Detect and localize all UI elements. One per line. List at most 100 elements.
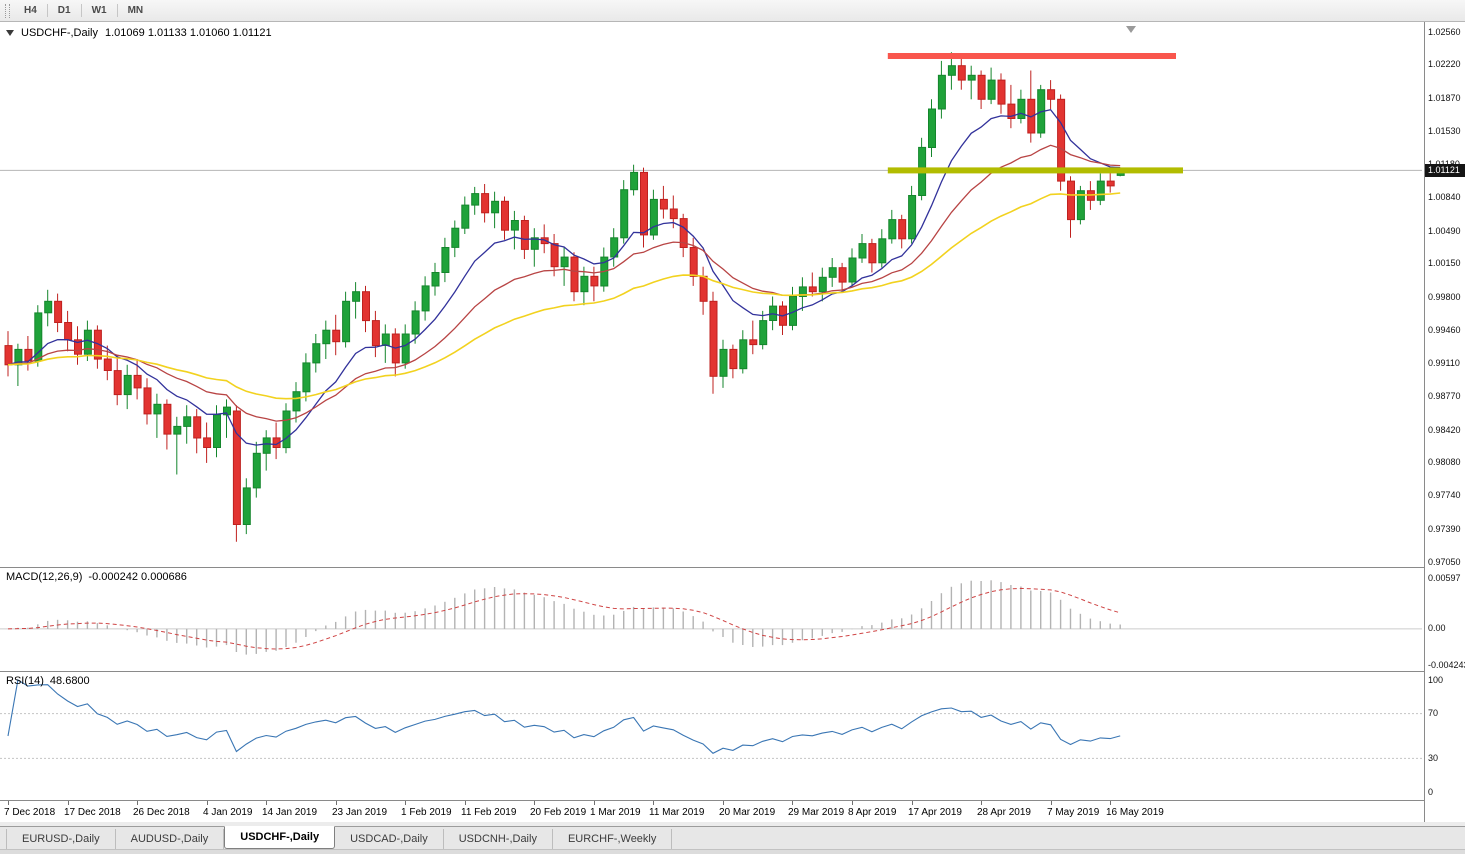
ma-22-line bbox=[7, 144, 1121, 422]
time-scale-tick bbox=[534, 801, 535, 805]
time-scale-tick bbox=[981, 801, 982, 805]
panel-divider bbox=[0, 800, 1465, 801]
macd-label: MACD(12,26,9) -0.000242 0.000686 bbox=[6, 571, 187, 583]
rsi-value: 48.6800 bbox=[49, 675, 90, 687]
tab-usdcad-daily[interactable]: USDCAD-,Daily bbox=[335, 829, 444, 849]
toolbar-separator bbox=[80, 4, 82, 17]
date-label: 20 Feb 2019 bbox=[530, 807, 587, 818]
toolbar-grip[interactable] bbox=[5, 3, 10, 18]
macd-name: MACD(12,26,9) bbox=[6, 571, 83, 583]
date-label: 14 Jan 2019 bbox=[262, 807, 318, 818]
toolbar-separator bbox=[116, 4, 118, 17]
timeframe-mn-button[interactable]: MN bbox=[120, 3, 152, 18]
macd-panel: MACD(12,26,9) -0.000242 0.000686 bbox=[0, 568, 1424, 671]
date-label: 8 Apr 2019 bbox=[848, 807, 897, 818]
chart-menu-arrow-icon[interactable] bbox=[6, 30, 14, 36]
rsi-panel: RSI(14) 48.6800 bbox=[0, 672, 1424, 800]
date-label: 11 Mar 2019 bbox=[649, 807, 705, 818]
chart-shift-marker-icon bbox=[1126, 26, 1136, 33]
price-scale-label: 0.99800 bbox=[1428, 291, 1461, 302]
price-scale-label: 1.01870 bbox=[1428, 92, 1461, 103]
price-scale-label: 0.97740 bbox=[1428, 490, 1461, 501]
timeframe-d1-button[interactable]: D1 bbox=[50, 3, 79, 18]
price-scale-label: 0.98420 bbox=[1428, 424, 1461, 435]
panel-divider[interactable] bbox=[0, 567, 1465, 568]
time-scale-tick bbox=[336, 801, 337, 805]
price-scale-label: 1.02220 bbox=[1428, 59, 1461, 70]
rsi-scale-label: 30 bbox=[1428, 752, 1439, 763]
timeframe-h4-button[interactable]: H4 bbox=[16, 3, 45, 18]
date-label: 26 Dec 2018 bbox=[133, 807, 190, 818]
time-scale-tick bbox=[723, 801, 724, 805]
time-scale-tick bbox=[792, 801, 793, 805]
price-scale[interactable]: 1.025601.022201.018701.015301.011801.008… bbox=[1424, 22, 1465, 822]
tab-audusd-daily[interactable]: AUDUSD-,Daily bbox=[116, 829, 225, 849]
time-scale-tick bbox=[912, 801, 913, 805]
date-label: 17 Apr 2019 bbox=[908, 807, 962, 818]
ma-10-line bbox=[7, 108, 1121, 446]
date-label: 1 Feb 2019 bbox=[401, 807, 452, 818]
rsi-chart[interactable] bbox=[0, 672, 1424, 800]
rsi-scale-label: 0 bbox=[1428, 786, 1434, 797]
date-label: 7 Dec 2018 bbox=[4, 807, 56, 818]
date-label: 29 Mar 2019 bbox=[788, 807, 845, 818]
price-scale-label: 1.01530 bbox=[1428, 125, 1461, 136]
date-label: 28 Apr 2019 bbox=[977, 807, 1031, 818]
time-scale-tick bbox=[137, 801, 138, 805]
date-label: 7 May 2019 bbox=[1047, 807, 1100, 818]
timeframe-toolbar: H4 D1 W1 MN bbox=[0, 0, 1465, 22]
time-scale-tick bbox=[1110, 801, 1111, 805]
price-scale-label: 0.98770 bbox=[1428, 391, 1461, 402]
main-price-panel: USDCHF-,Daily 1.01069 1.01133 1.01060 1.… bbox=[0, 22, 1424, 567]
date-label: 17 Dec 2018 bbox=[64, 807, 121, 818]
support-line bbox=[887, 167, 1183, 174]
timeframe-w1-button[interactable]: W1 bbox=[84, 3, 115, 18]
chart-tabbar: EURUSD-,Daily AUDUSD-,Daily USDCHF-,Dail… bbox=[0, 826, 1465, 849]
chart-title: USDCHF-,Daily 1.01069 1.01133 1.01060 1.… bbox=[6, 27, 272, 39]
date-label: 1 Mar 2019 bbox=[590, 807, 641, 818]
date-label: 20 Mar 2019 bbox=[719, 807, 776, 818]
price-scale-label: 1.00150 bbox=[1428, 258, 1461, 269]
price-scale-label: 0.99110 bbox=[1428, 358, 1460, 369]
time-scale-tick bbox=[465, 801, 466, 805]
time-scale-tick bbox=[594, 801, 595, 805]
rsi-line bbox=[7, 679, 1121, 754]
chart-window: USDCHF-,Daily 1.01069 1.01133 1.01060 1.… bbox=[0, 22, 1465, 822]
price-scale-label: 1.02560 bbox=[1428, 26, 1461, 37]
resistance-line bbox=[887, 53, 1176, 59]
tab-usdcnh-daily[interactable]: USDCNH-,Daily bbox=[444, 829, 553, 849]
date-label: 11 Feb 2019 bbox=[461, 807, 517, 818]
current-price-badge: 1.01121 bbox=[1425, 163, 1465, 177]
rsi-scale-label: 100 bbox=[1428, 674, 1444, 685]
panel-divider[interactable] bbox=[0, 671, 1465, 672]
macd-signal-line bbox=[7, 587, 1121, 650]
date-label: 4 Jan 2019 bbox=[203, 807, 253, 818]
macd-scale-label: 0.00597 bbox=[1428, 572, 1461, 583]
ma-45-line bbox=[7, 192, 1121, 400]
time-scale-tick bbox=[8, 801, 9, 805]
candlestick-chart[interactable] bbox=[0, 22, 1424, 567]
macd-values: -0.000242 0.000686 bbox=[88, 571, 187, 583]
tab-usdchf-daily[interactable]: USDCHF-,Daily bbox=[224, 826, 336, 849]
tab-eurchf-weekly[interactable]: EURCHF-,Weekly bbox=[553, 829, 673, 849]
ohlc-values: 1.01069 1.01133 1.01060 1.01121 bbox=[105, 27, 272, 39]
price-scale-label: 0.98080 bbox=[1428, 457, 1461, 468]
price-scale-label: 1.00840 bbox=[1428, 191, 1461, 202]
rsi-name: RSI(14) bbox=[6, 675, 44, 687]
date-label: 16 May 2019 bbox=[1106, 807, 1164, 818]
time-scale-tick bbox=[1051, 801, 1052, 805]
rsi-scale-label: 70 bbox=[1428, 708, 1439, 719]
price-scale-label: 0.97050 bbox=[1428, 556, 1461, 567]
time-scale-tick bbox=[653, 801, 654, 805]
macd-chart[interactable] bbox=[0, 568, 1424, 671]
rsi-label: RSI(14) 48.6800 bbox=[6, 675, 90, 687]
price-scale-label: 0.99460 bbox=[1428, 324, 1461, 335]
window-edge bbox=[0, 849, 1465, 854]
time-scale-tick bbox=[266, 801, 267, 805]
symbol-period-label: USDCHF-,Daily bbox=[21, 27, 98, 39]
toolbar-separator bbox=[46, 4, 48, 17]
time-scale-tick bbox=[207, 801, 208, 805]
tab-eurusd-daily[interactable]: EURUSD-,Daily bbox=[6, 829, 116, 849]
time-scale[interactable]: 7 Dec 2018 17 Dec 2018 26 Dec 2018 4 Jan 20… bbox=[0, 801, 1424, 822]
